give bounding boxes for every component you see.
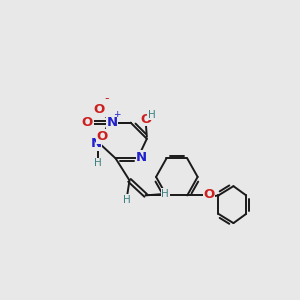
Text: -: - [104,92,109,105]
Text: +: + [113,110,121,119]
Text: H: H [123,195,130,205]
Text: O: O [94,103,105,116]
Text: H: H [161,188,169,199]
Text: O: O [82,116,93,129]
Text: O: O [97,130,108,143]
Text: N: N [90,137,102,150]
Text: N: N [136,151,147,164]
Text: O: O [140,113,151,126]
Text: O: O [204,188,215,201]
Text: H: H [94,158,102,168]
Text: H: H [148,110,155,119]
Text: N: N [106,116,118,129]
